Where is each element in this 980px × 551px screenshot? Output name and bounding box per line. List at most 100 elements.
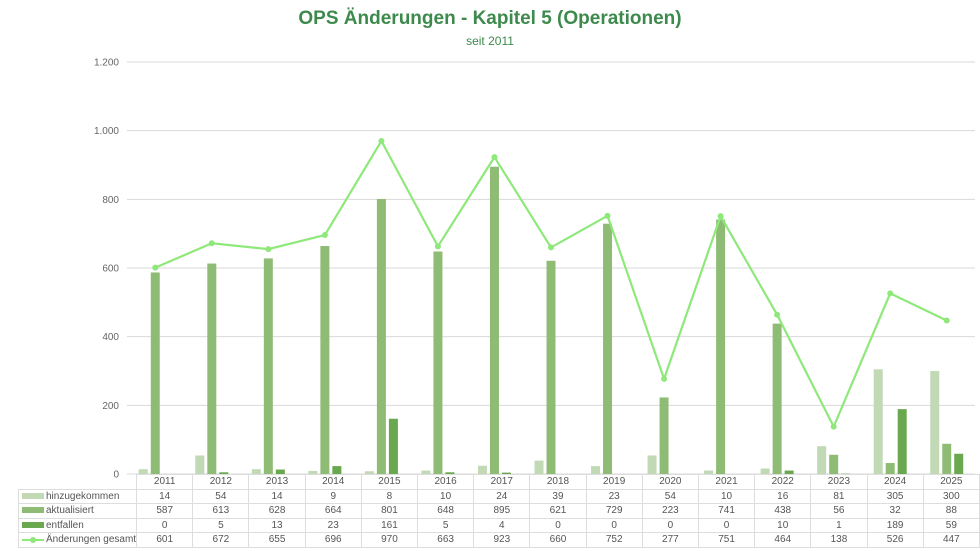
table-cell: 5 — [192, 517, 250, 533]
table-cell: 4 — [473, 517, 531, 533]
line-point — [943, 317, 950, 324]
table-cell: 801 — [360, 503, 419, 519]
bar-aktualisiert — [320, 246, 330, 474]
line-point — [152, 264, 159, 271]
table-cell: 672 — [192, 532, 250, 548]
bar-hinzugekommen — [251, 469, 261, 474]
table-cell: 464 — [754, 532, 812, 548]
bar-hinzugekommen — [364, 471, 374, 474]
category-label: 2014 — [304, 474, 362, 490]
category-label: 2022 — [754, 474, 812, 490]
table-cell: 23 — [585, 488, 643, 504]
table-cell: 54 — [192, 488, 250, 504]
table-row: hinzugekommen 14 54 14 9 8 10 24 39 23 54 10 16 81 305… — [17, 488, 980, 504]
table-cell: 895 — [473, 503, 531, 519]
bar-entfallen — [388, 418, 398, 474]
data-table: 2011 2012 2013 2014 2015 2016 2017 2018 2019 2020… — [17, 474, 980, 548]
legend-entry: hinzugekommen — [17, 488, 138, 504]
legend-label: Änderungen gesamt — [46, 534, 137, 546]
table-cell: 88 — [922, 503, 980, 519]
table-cell: 655 — [248, 532, 306, 548]
legend-label: aktualisiert — [46, 505, 94, 517]
table-cell: 14 — [136, 488, 194, 504]
y-tick-label: 1.200 — [94, 58, 119, 69]
bar-hinzugekommen — [195, 455, 205, 474]
table-cell: 526 — [866, 532, 924, 548]
table-cell: 300 — [922, 488, 980, 504]
bar-aktualisiert — [150, 272, 160, 474]
legend-swatch — [22, 492, 44, 499]
bar-hinzugekommen — [534, 460, 544, 474]
table-cell: 752 — [585, 532, 643, 548]
bar-entfallen — [784, 470, 794, 474]
bar-aktualisiert — [546, 260, 556, 474]
table-cell: 660 — [529, 532, 587, 548]
line-point — [717, 213, 724, 220]
category-label: 2012 — [192, 474, 250, 490]
category-label: 2018 — [529, 474, 587, 490]
table-cell: 59 — [922, 517, 980, 533]
y-tick-label: 400 — [102, 332, 119, 343]
legend-entry: Änderungen gesamt — [17, 532, 138, 548]
bar-aktualisiert — [433, 251, 443, 474]
bar-hinzugekommen — [873, 369, 883, 474]
table-cell: 13 — [248, 517, 306, 533]
table-cell: 0 — [697, 517, 756, 533]
table-cell: 54 — [641, 488, 699, 504]
table-cell: 447 — [922, 532, 980, 548]
legend-swatch — [22, 521, 44, 528]
table-cell: 0 — [585, 517, 643, 533]
legend-entry: aktualisiert — [17, 503, 138, 519]
table-cell: 628 — [248, 503, 306, 519]
legend-entry: entfallen — [17, 517, 138, 533]
table-cell: 10 — [697, 488, 756, 504]
table-cell: 970 — [360, 532, 419, 548]
bar-hinzugekommen — [591, 466, 601, 474]
bar-entfallen — [897, 409, 907, 474]
bar-aktualisiert — [942, 443, 952, 474]
line-point — [321, 232, 328, 239]
table-cell: 751 — [697, 532, 756, 548]
category-label: 2019 — [585, 474, 643, 490]
bar-hinzugekommen — [704, 470, 714, 474]
table-cell: 9 — [304, 488, 362, 504]
bar-hinzugekommen — [138, 469, 148, 474]
table-cell: 223 — [641, 503, 699, 519]
legend-label: hinzugekommen — [46, 490, 120, 502]
bar-entfallen — [332, 466, 342, 474]
bar-hinzugekommen — [760, 468, 770, 474]
table-cell: 24 — [473, 488, 531, 504]
bar-entfallen — [275, 469, 285, 474]
table-cell: 39 — [529, 488, 587, 504]
bar-aktualisiert — [659, 397, 669, 474]
y-tick-label: 1.000 — [94, 126, 119, 137]
table-cell: 56 — [810, 503, 868, 519]
table-cell: 696 — [304, 532, 362, 548]
line-point — [265, 246, 272, 253]
bar-hinzugekommen — [930, 371, 940, 474]
bar-aktualisiert — [376, 198, 386, 475]
legend-swatch — [22, 507, 44, 514]
table-row: aktualisiert 587 613 628 664 801 648 895 621 729 2… — [17, 503, 980, 519]
category-label: 2011 — [136, 474, 194, 490]
bar-aktualisiert — [885, 463, 895, 474]
table-cell: 189 — [866, 517, 924, 533]
bar-aktualisiert — [263, 258, 273, 474]
chart-title: OPS Änderungen - Kapitel 5 (Operationen) — [298, 8, 682, 29]
legend-label: entfallen — [46, 519, 84, 531]
category-label: 2021 — [697, 474, 756, 490]
table-corner — [18, 474, 138, 489]
table-cell: 601 — [136, 532, 194, 548]
bar-hinzugekommen — [647, 455, 657, 474]
table-cell: 16 — [754, 488, 812, 504]
y-tick-label: 600 — [102, 264, 119, 275]
table-cell: 8 — [360, 488, 419, 504]
table-cell: 10 — [417, 488, 475, 504]
table-cell: 648 — [417, 503, 475, 519]
table-cell: 621 — [529, 503, 587, 519]
y-tick-label: 200 — [102, 401, 119, 412]
table-cell: 438 — [754, 503, 812, 519]
line-point — [378, 137, 385, 144]
line-point — [491, 154, 498, 161]
